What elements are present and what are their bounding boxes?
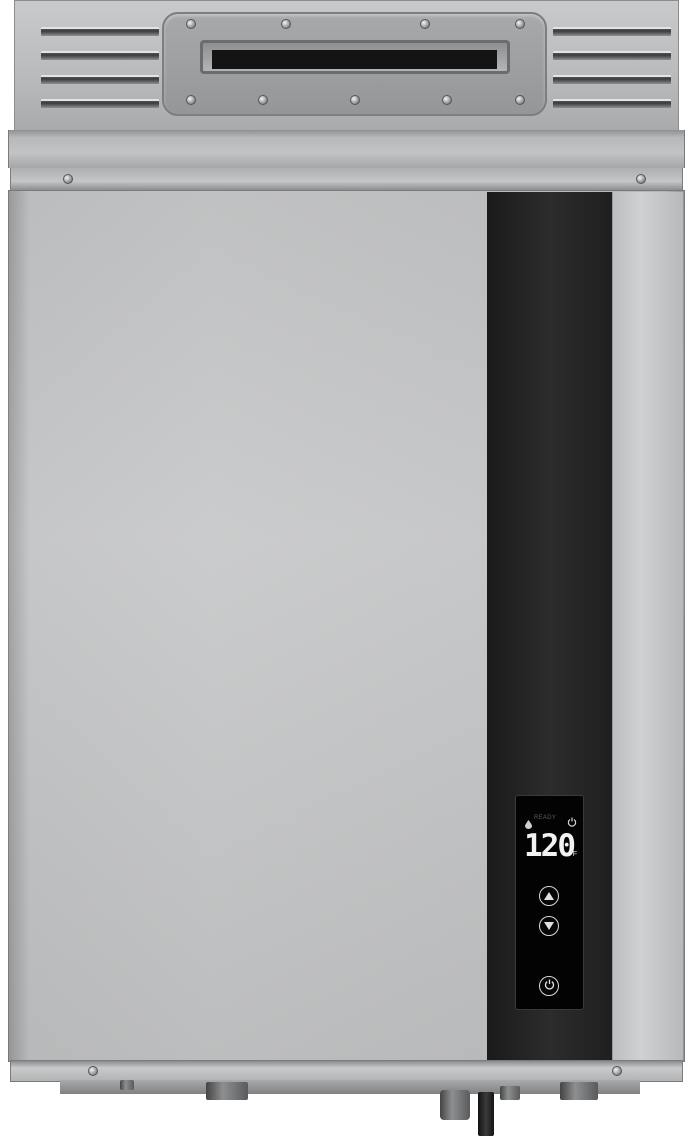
temperature-unit: °F [570, 851, 578, 858]
vent-louver [553, 27, 671, 36]
power-button[interactable] [539, 976, 559, 996]
screw [612, 1066, 622, 1076]
lower-trim-band [10, 168, 683, 190]
screw [88, 1066, 98, 1076]
vent-louver [41, 27, 159, 36]
upper-trim-band [8, 130, 685, 168]
vent-louver [553, 75, 671, 84]
screw [63, 174, 73, 184]
water-drop-icon [525, 816, 532, 829]
temperature-down-button[interactable] [539, 916, 559, 936]
flue-opening [212, 50, 497, 69]
triangle-up-icon [544, 887, 554, 905]
temperature-up-button[interactable] [539, 886, 559, 906]
gas-valve-fitting [440, 1090, 470, 1120]
water-connection-pipe [560, 1082, 598, 1100]
gas-valve-handle [478, 1092, 494, 1136]
power-icon [567, 814, 577, 827]
water-connection-pipe [206, 1082, 248, 1100]
connection-fitting [120, 1080, 134, 1090]
screw [350, 95, 360, 105]
screw [281, 19, 291, 29]
vent-louver [553, 99, 671, 108]
vent-louver [41, 75, 159, 84]
vent-louver [553, 51, 671, 60]
screw [258, 95, 268, 105]
screw [186, 95, 196, 105]
screw [186, 19, 196, 29]
status-label: READY [534, 815, 557, 821]
side-trim-panel [612, 192, 683, 1060]
screw [442, 95, 452, 105]
screw [420, 19, 430, 29]
vent-louver [41, 99, 159, 108]
connection-fitting [500, 1086, 520, 1100]
bottom-tray [60, 1080, 640, 1094]
screw [515, 95, 525, 105]
screw [636, 174, 646, 184]
triangle-down-icon [544, 917, 554, 935]
vent-louver [41, 51, 159, 60]
screw [515, 19, 525, 29]
temperature-readout: 120 [524, 828, 576, 864]
bottom-trim-band [10, 1060, 683, 1082]
power-icon [544, 977, 555, 995]
